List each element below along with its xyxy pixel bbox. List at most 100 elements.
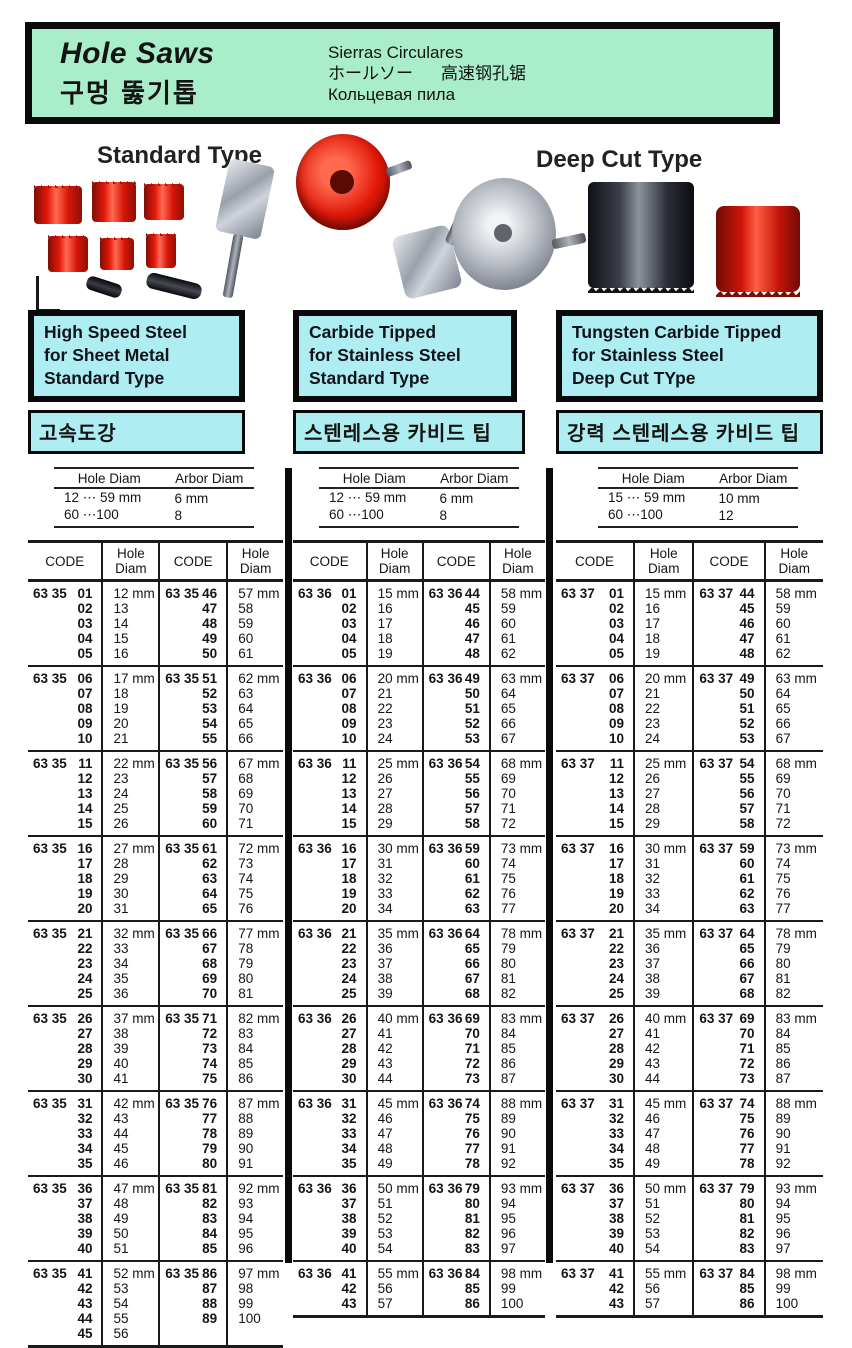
code-cell: 14 — [556, 801, 634, 816]
spec-row: 60 ⋯100 8 — [54, 506, 254, 528]
hole-diam-cell: 13 — [101, 601, 160, 616]
hole-diam-cell: 40 — [101, 1056, 160, 1071]
code-text: 51 — [694, 701, 763, 716]
code-prefix: 63 36 — [298, 1096, 332, 1111]
code-suffix: 57 — [202, 771, 218, 786]
section-title-line: for Sheet Metal — [44, 345, 170, 365]
code-row: 27 41 70 84 — [556, 1026, 823, 1041]
code-suffix: 33 — [341, 1126, 357, 1141]
code-cell: 64 — [158, 886, 228, 901]
section-title-line: Standard Type — [309, 368, 430, 388]
code-cell: 09 — [293, 716, 367, 731]
code-suffix: 44 — [464, 586, 480, 601]
code-suffix: 31 — [608, 1096, 624, 1111]
code-prefix: 63 37 — [699, 756, 734, 771]
hole-diam-cell: 22 — [365, 701, 423, 716]
code-cell: 74 — [158, 1056, 228, 1071]
hole-diam-cell: 93 mm — [488, 1176, 545, 1196]
code-cell: 58 — [158, 786, 228, 801]
code-cell: 45 — [692, 601, 765, 616]
code-suffix: 09 — [77, 716, 93, 731]
code-suffix: 14 — [77, 801, 93, 816]
code-text: 67 — [694, 971, 763, 986]
code-text: 18 — [556, 871, 633, 886]
col-header: Hole Diam — [226, 541, 283, 582]
code-cell: 51 — [692, 701, 765, 716]
code-cell: 28 — [28, 1041, 102, 1056]
code-row: 63 36 16 30 mm 63 36 59 73 mm — [293, 836, 545, 856]
code-suffix: 32 — [608, 1111, 624, 1126]
code-text: 72 — [160, 1026, 226, 1041]
code-text: 13 — [28, 786, 101, 801]
code-text: 53 — [160, 701, 226, 716]
code-text: 63 37 16 — [556, 841, 633, 856]
code-cell: 63 37 49 — [692, 666, 765, 686]
code-suffix: 50 — [464, 686, 480, 701]
code-suffix: 62 — [464, 886, 480, 901]
hole-diam-cell: 34 — [101, 956, 160, 971]
code-suffix: 69 — [464, 1011, 480, 1026]
code-suffix: 29 — [341, 1056, 357, 1071]
code-suffix: 57 — [739, 801, 755, 816]
code-text: 68 — [424, 986, 489, 1001]
hole-diam-cell: 81 — [763, 971, 823, 986]
code-text: 39 — [293, 1226, 366, 1241]
hole-diam-cell: 96 — [488, 1226, 545, 1241]
section-subtitle-korean: 스텐레스용 카비드 팁 — [293, 410, 525, 454]
hole-diam-cell: 35 — [101, 971, 160, 986]
spec-table: Hole Diam Arbor Diam 15 ⋯ 59 mm 10 mm 60 ⋯10… — [598, 467, 798, 528]
code-text: 63 35 01 — [28, 586, 101, 601]
hole-diam-cell: 68 mm — [488, 751, 545, 771]
code-block: 63 35 41 52 mm 63 35 86 97 mm 42 53 87 98 43 54 88 99… — [28, 1261, 283, 1347]
code-cell: 30 — [28, 1071, 102, 1091]
col-header: Hole Diam — [488, 541, 545, 582]
hole-diam-cell: 87 — [763, 1071, 823, 1091]
code-row: 42 56 85 99 — [556, 1281, 823, 1296]
code-suffix: 39 — [608, 1226, 624, 1241]
code-cell: 24 — [556, 971, 634, 986]
code-cell: 19 — [556, 886, 634, 901]
code-table-head: CODE Hole Diam CODE Hole Diam — [293, 541, 545, 582]
code-cell: 62 — [158, 856, 228, 871]
code-text: 80 — [694, 1196, 763, 1211]
hole-diam-cell: 95 — [226, 1226, 283, 1241]
arbor-icon — [144, 271, 204, 301]
code-suffix: 53 — [202, 701, 218, 716]
code-suffix: 38 — [341, 1211, 357, 1226]
code-text: 63 36 21 — [293, 926, 366, 941]
spec-header-row: Hole Diam Arbor Diam — [319, 467, 519, 489]
code-text: 39 — [556, 1226, 633, 1241]
code-row: 23 37 66 80 — [293, 956, 545, 971]
code-text: 47 — [160, 601, 226, 616]
code-prefix: 63 35 — [165, 1266, 200, 1281]
code-cell: 40 — [293, 1241, 367, 1261]
code-suffix: 45 — [464, 601, 480, 616]
hole-diam-cell: 67 mm — [226, 751, 283, 771]
code-cell: 14 — [293, 801, 367, 816]
code-cell: 47 — [421, 631, 490, 646]
code-row: 38 49 83 94 — [28, 1211, 283, 1226]
code-prefix: 63 37 — [699, 1011, 734, 1026]
code-suffix: 25 — [608, 986, 624, 1001]
code-suffix: 10 — [608, 731, 624, 746]
hole-diam-cell: 24 — [101, 786, 160, 801]
code-cell: 83 — [421, 1241, 490, 1261]
code-text: 62 — [424, 886, 489, 901]
hole-diam-cell: 41 — [365, 1026, 423, 1041]
code-text: 52 — [160, 686, 226, 701]
code-text: 89 — [160, 1311, 226, 1326]
hole-diam-cell: 66 — [226, 731, 283, 751]
code-text: 14 — [556, 801, 633, 816]
code-row: 10 24 53 67 — [293, 731, 545, 751]
code-text: 63 37 11 — [556, 756, 633, 771]
code-suffix: 30 — [608, 1071, 624, 1086]
code-cell: 89 — [158, 1311, 228, 1326]
code-suffix: 60 — [464, 856, 480, 871]
hole-diam-cell: 86 — [226, 1071, 283, 1091]
code-suffix: 67 — [464, 971, 480, 986]
code-text: 30 — [28, 1071, 101, 1086]
hole-diam-cell: 45 mm — [365, 1091, 423, 1111]
hole-diam-cell: 69 — [226, 786, 283, 801]
hole-diam-cell: 55 — [101, 1311, 160, 1326]
code-suffix: 25 — [77, 986, 93, 1001]
